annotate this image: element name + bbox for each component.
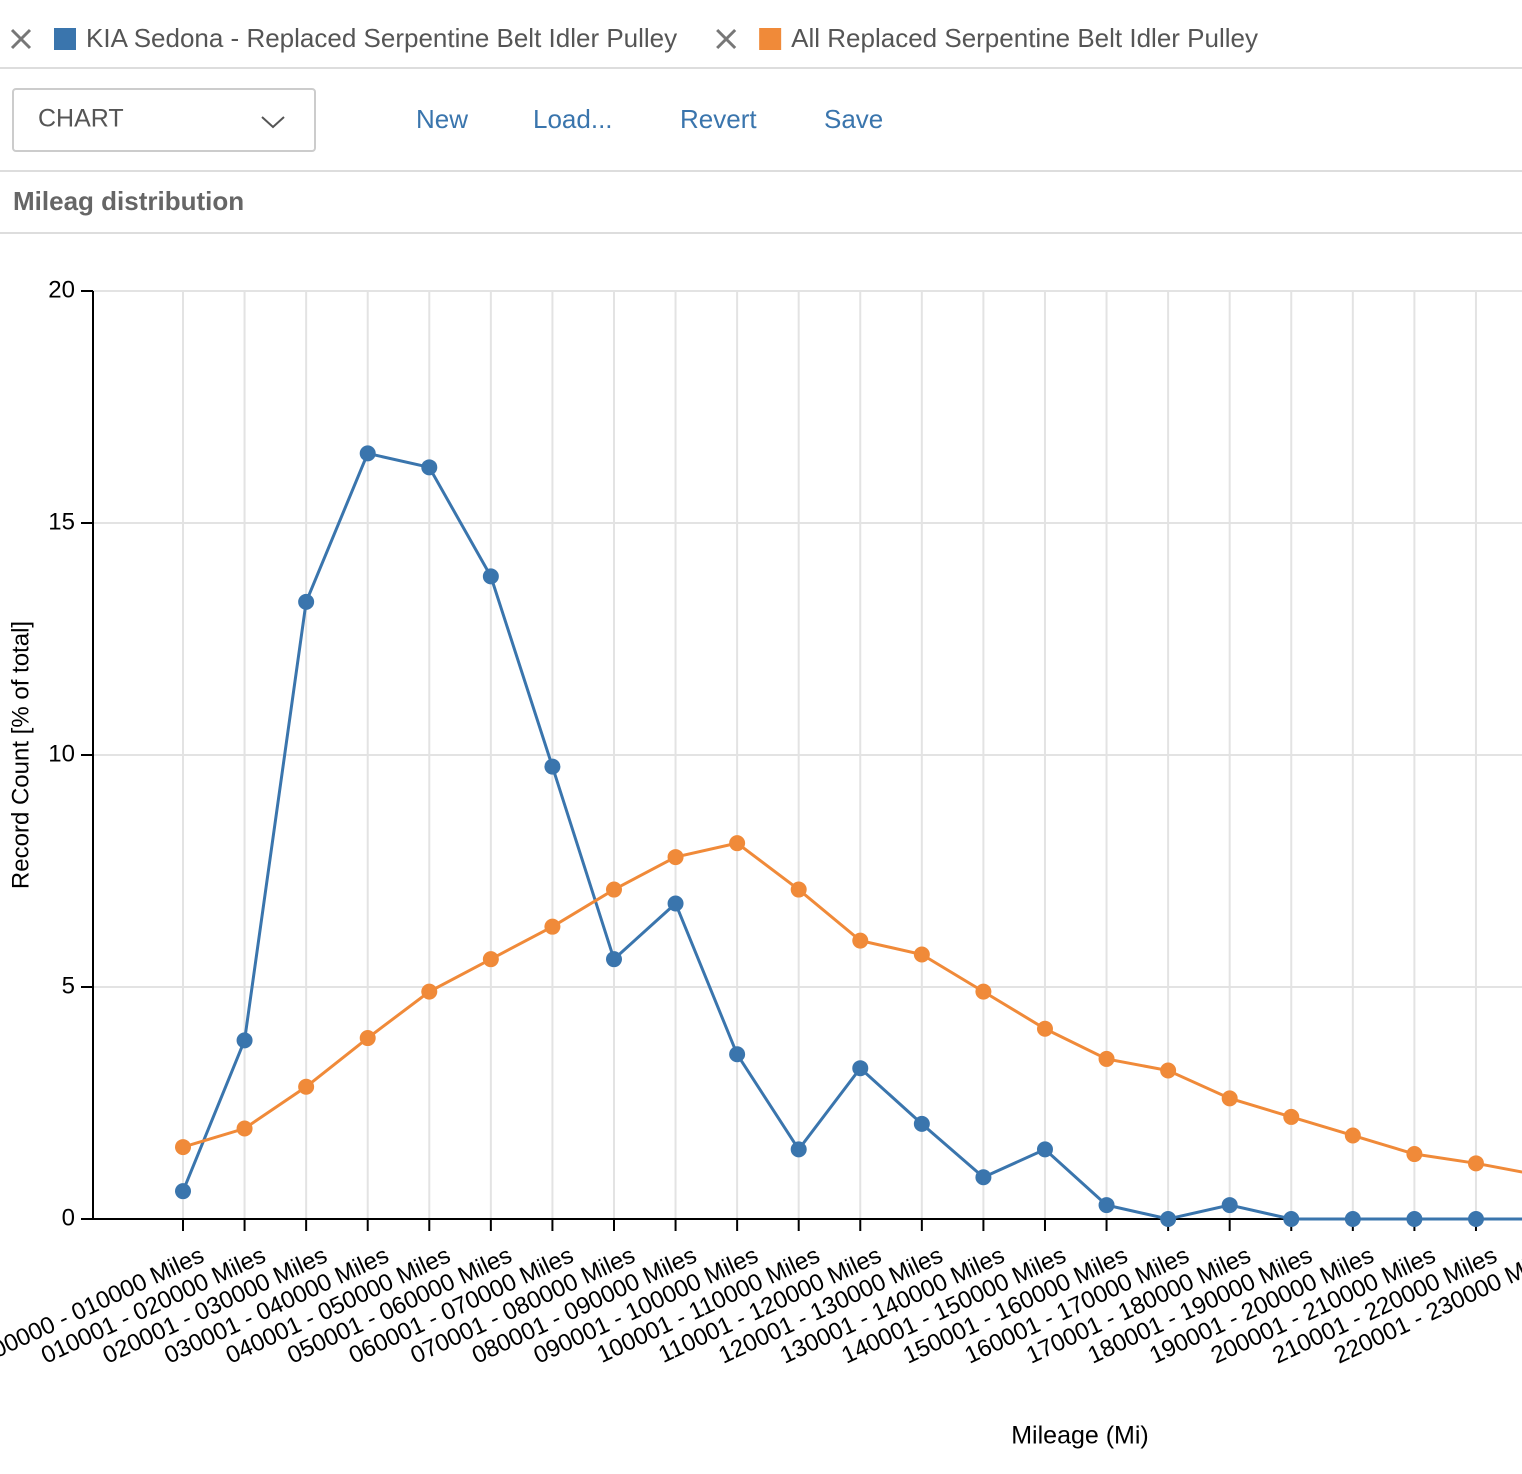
data-point: [175, 1183, 191, 1200]
data-point: [1406, 1211, 1423, 1227]
data-point: [1283, 1211, 1300, 1227]
data-point: [1467, 1155, 1484, 1172]
data-point: [359, 445, 376, 462]
y-tick-label: 10: [48, 740, 75, 767]
dropdown-arrow: [261, 116, 285, 129]
x-axis-label: Mileage (Mi): [1011, 1422, 1149, 1450]
legend-label: KIA Sedona - Replaced Serpentine Belt Id…: [86, 23, 677, 53]
data-point: [298, 1078, 315, 1095]
toolbar-button[interactable]: Load...: [533, 104, 613, 134]
legend-swatch: [759, 28, 782, 50]
toolbar-button[interactable]: Revert: [680, 104, 757, 134]
data-point: [913, 1115, 930, 1132]
data-point: [1036, 1141, 1053, 1158]
data-point: [852, 932, 869, 949]
data-point: [482, 568, 499, 585]
dropdown-label: CHART: [38, 105, 124, 133]
data-point: [1221, 1197, 1238, 1214]
close-icon[interactable]: [10, 28, 32, 50]
toolbar-button[interactable]: Save: [824, 104, 883, 134]
data-point: [1344, 1127, 1361, 1144]
data-point: [1221, 1090, 1238, 1107]
data-point: [421, 459, 438, 476]
data-point: [1036, 1020, 1053, 1037]
data-point: [605, 951, 622, 968]
data-point: [1467, 1211, 1484, 1227]
data-point: [359, 1030, 376, 1047]
data-point: [421, 983, 438, 1000]
y-tick-label: 5: [62, 972, 75, 999]
data-point: [1098, 1197, 1115, 1214]
data-point: [729, 1046, 746, 1063]
data-point: [790, 1141, 807, 1158]
y-tick-label: 15: [48, 508, 75, 535]
data-point: [236, 1120, 253, 1137]
data-point: [298, 593, 315, 610]
data-point: [1344, 1211, 1361, 1227]
y-tick-label: 20: [48, 276, 75, 303]
series-line: [182, 841, 1522, 1174]
series-line: [181, 451, 1522, 1221]
data-point: [1283, 1108, 1300, 1125]
dropdown[interactable]: [12, 88, 316, 152]
data-point: [852, 1060, 869, 1077]
data-point: [975, 1169, 992, 1186]
data-point: [729, 835, 746, 852]
legend-swatch: [54, 28, 76, 50]
data-point: [1160, 1211, 1177, 1227]
data-point: [482, 951, 499, 968]
data-point: [236, 1032, 253, 1049]
data-point: [544, 918, 561, 935]
data-point: [975, 983, 992, 1000]
data-point: [175, 1139, 191, 1156]
data-point: [790, 881, 807, 898]
data-point: [1098, 1050, 1115, 1067]
data-point: [1160, 1062, 1177, 1079]
data-point: [544, 758, 561, 775]
legend-label: All Replaced Serpentine Belt Idler Pulle…: [791, 23, 1258, 53]
data-point: [913, 946, 930, 963]
data-point: [1406, 1146, 1423, 1163]
y-tick-label: 0: [62, 1204, 75, 1231]
toolbar-button[interactable]: New: [416, 104, 468, 134]
data-point: [667, 849, 684, 866]
y-axis-label: Record Count [% of total]: [7, 621, 34, 889]
data-point: [605, 881, 622, 898]
close-icon[interactable]: [716, 28, 737, 50]
section-title: Mileag distribution: [13, 186, 244, 216]
data-point: [667, 895, 684, 912]
